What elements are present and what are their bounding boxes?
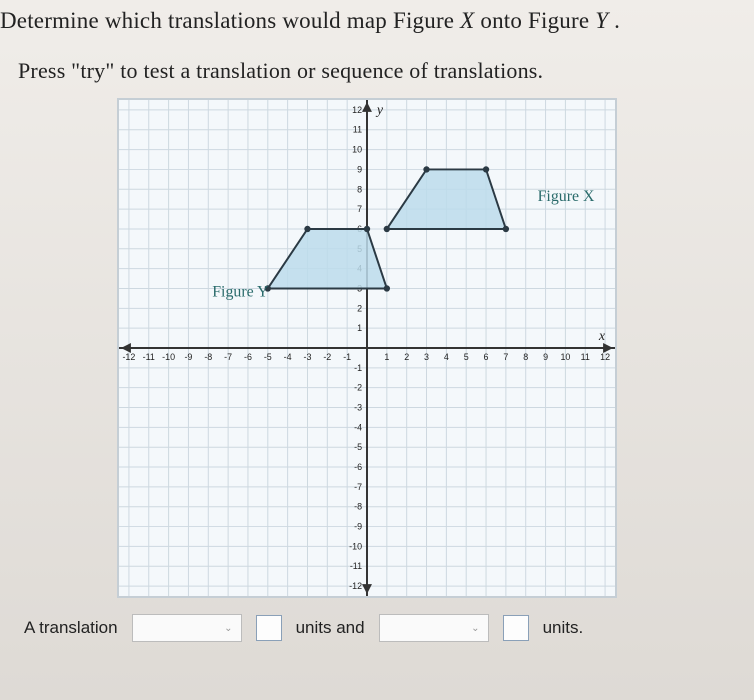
svg-text:12: 12 <box>352 105 362 115</box>
svg-text:-5: -5 <box>264 352 272 362</box>
chevron-down-icon: ⌄ <box>471 623 479 634</box>
svg-text:10: 10 <box>560 352 570 362</box>
svg-text:3: 3 <box>424 352 429 362</box>
svg-text:-9: -9 <box>354 522 362 532</box>
svg-text:-8: -8 <box>354 502 362 512</box>
svg-text:-9: -9 <box>184 352 192 362</box>
svg-text:-10: -10 <box>349 541 362 551</box>
svg-text:11: 11 <box>353 125 362 135</box>
svg-text:-6: -6 <box>244 352 252 362</box>
svg-text:9: 9 <box>543 352 548 362</box>
answer-lead: A translation <box>24 618 118 638</box>
svg-text:Figure Y: Figure Y <box>212 283 269 300</box>
svg-text:-12: -12 <box>349 581 362 591</box>
svg-text:2: 2 <box>357 303 362 313</box>
svg-text:5: 5 <box>464 352 469 362</box>
svg-text:-8: -8 <box>204 352 212 362</box>
svg-text:4: 4 <box>444 352 449 362</box>
svg-text:-6: -6 <box>354 462 362 472</box>
svg-text:-11: -11 <box>350 561 362 571</box>
svg-text:8: 8 <box>523 352 528 362</box>
answer-row: A translation ⌄ units and ⌄ units. <box>0 608 734 642</box>
svg-text:-11: -11 <box>143 352 155 362</box>
direction-dropdown-1[interactable]: ⌄ <box>132 614 242 642</box>
svg-text:y: y <box>375 103 384 118</box>
svg-text:7: 7 <box>357 204 362 214</box>
svg-text:-5: -5 <box>354 442 362 452</box>
chevron-down-icon: ⌄ <box>224 623 232 634</box>
svg-text:-1: -1 <box>354 363 362 373</box>
svg-text:9: 9 <box>357 164 362 174</box>
q1-part1: Determine which translations would map F… <box>0 8 620 33</box>
units-input-2[interactable] <box>503 615 529 641</box>
svg-text:-2: -2 <box>354 383 362 393</box>
svg-text:-3: -3 <box>304 352 312 362</box>
svg-text:-3: -3 <box>354 402 362 412</box>
svg-text:7: 7 <box>503 352 508 362</box>
coordinate-plane: -12-11-10-9-8-7-6-5-4-3-2-11234567891011… <box>117 98 617 598</box>
svg-text:6: 6 <box>484 352 489 362</box>
grid-svg: -12-11-10-9-8-7-6-5-4-3-2-11234567891011… <box>119 100 615 596</box>
svg-text:Figure X: Figure X <box>538 188 595 205</box>
svg-text:-7: -7 <box>354 482 362 492</box>
svg-text:2: 2 <box>404 352 409 362</box>
answer-tail: units. <box>543 618 584 638</box>
svg-text:-1: -1 <box>343 352 351 362</box>
svg-text:x: x <box>598 329 606 344</box>
svg-text:-4: -4 <box>284 352 292 362</box>
svg-text:-4: -4 <box>354 422 362 432</box>
svg-text:1: 1 <box>384 352 389 362</box>
svg-text:1: 1 <box>357 323 362 333</box>
question-line1: Determine which translations would map F… <box>0 8 734 34</box>
svg-text:-10: -10 <box>162 352 175 362</box>
svg-text:11: 11 <box>581 352 590 362</box>
units-input-1[interactable] <box>256 615 282 641</box>
answer-mid: units and <box>296 618 365 638</box>
svg-text:12: 12 <box>600 352 610 362</box>
svg-text:10: 10 <box>352 145 362 155</box>
svg-text:-2: -2 <box>323 352 331 362</box>
svg-text:8: 8 <box>357 184 362 194</box>
svg-text:-12: -12 <box>122 352 135 362</box>
graph-container: -12-11-10-9-8-7-6-5-4-3-2-11234567891011… <box>0 98 734 598</box>
svg-text:-7: -7 <box>224 352 232 362</box>
direction-dropdown-2[interactable]: ⌄ <box>379 614 489 642</box>
question-line2: Press "try" to test a translation or seq… <box>0 58 734 84</box>
q2-text: Press "try" to test a translation or seq… <box>18 58 543 83</box>
